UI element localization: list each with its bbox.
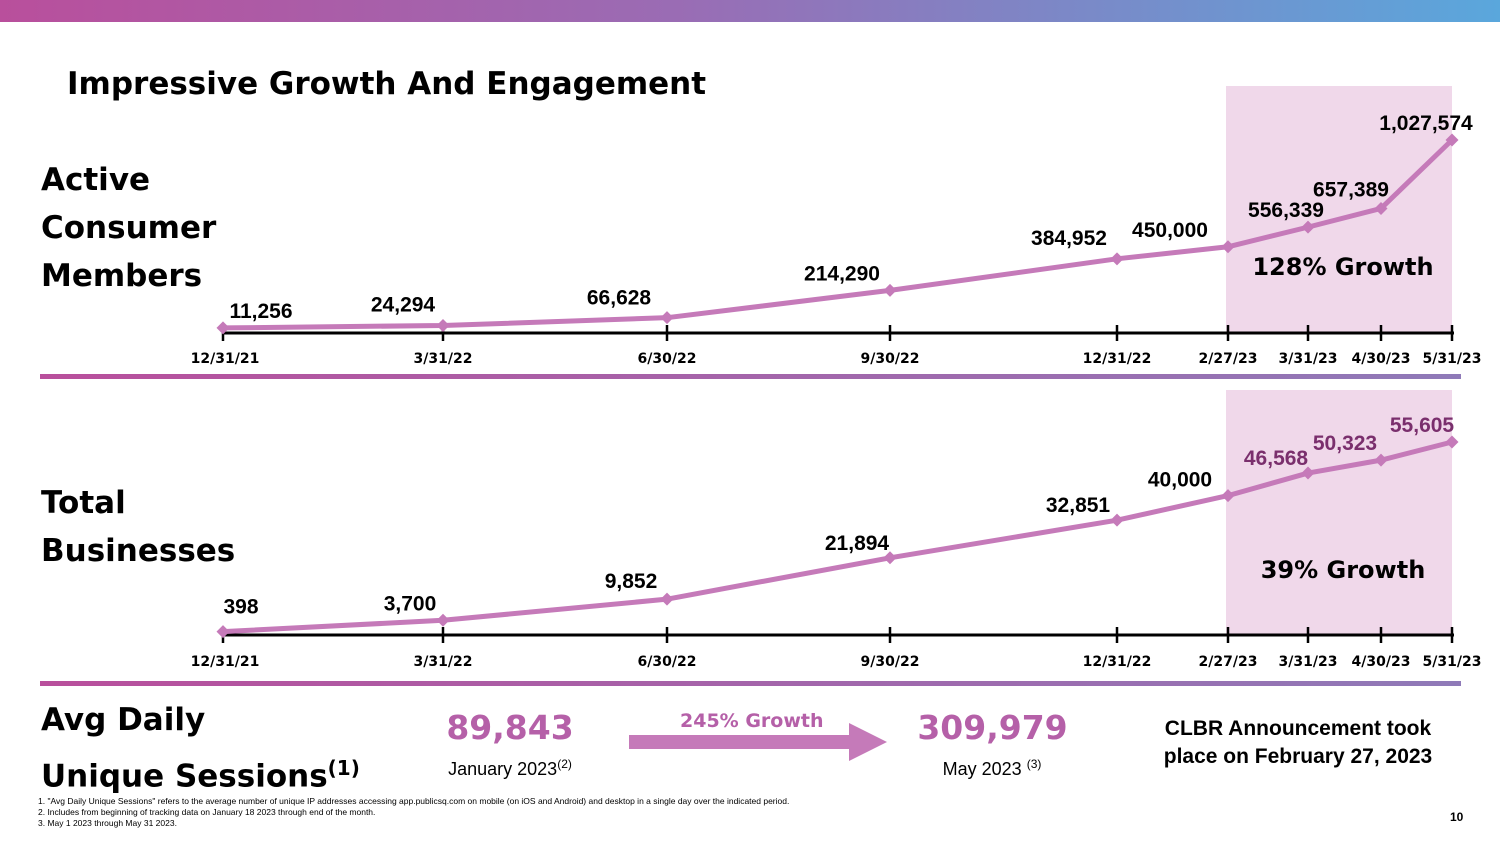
- x-tick-label: 9/30/22: [861, 351, 920, 367]
- x-tick-label: 12/31/22: [1083, 351, 1152, 367]
- data-point: [1110, 513, 1124, 527]
- footnote: 1. "Avg Daily Unique Sessions" refers to…: [38, 796, 790, 806]
- data-point: [660, 311, 674, 325]
- x-tick-label: 3/31/22: [414, 351, 473, 367]
- data-label: 450,000: [1132, 219, 1208, 242]
- data-point: [883, 283, 897, 297]
- members-label-line: Consumer: [41, 210, 217, 246]
- data-point: [1221, 489, 1235, 503]
- data-label: 21,894: [825, 532, 890, 555]
- sessions-label-footnote: (1): [327, 756, 360, 780]
- data-point: [1445, 435, 1459, 449]
- sessions-to-footnote: (3): [1026, 757, 1042, 771]
- data-label: 24,294: [371, 294, 436, 317]
- data-label: 657,389: [1313, 178, 1389, 201]
- data-label: 50,323: [1313, 432, 1377, 455]
- data-label: 556,339: [1248, 199, 1324, 222]
- data-label: 11,256: [229, 300, 292, 323]
- announcement-text: CLBR Announcement took place on February…: [1163, 717, 1433, 768]
- businesses-chart: 39% Growth 12/31/21 3/31/22 6/30/22 9/30/22 1…: [191, 390, 1482, 670]
- footnotes: 1. "Avg Daily Unique Sessions" refers to…: [38, 796, 789, 829]
- sessions-to-value: 309,979: [917, 708, 1068, 747]
- sessions-from-date-text: January 2023: [448, 759, 558, 779]
- businesses-section-label: Total Businesses: [41, 479, 235, 575]
- sessions-label-text: Unique Sessions: [41, 758, 328, 795]
- data-label: 32,851: [1046, 494, 1111, 517]
- data-label: 3,700: [384, 592, 437, 615]
- sessions-label-line1: Avg Daily: [41, 702, 206, 738]
- x-tick-label: 5/31/23: [1423, 351, 1482, 367]
- members-chart: 128% Growth 12/31/21 3/31/22 6/30/22 9/30/22…: [191, 86, 1482, 367]
- members-label-line: Active: [41, 162, 151, 198]
- section-divider: [40, 374, 1461, 379]
- members-label-line: Members: [41, 258, 203, 294]
- data-point: [436, 613, 450, 627]
- footnote: 3. May 1 2023 through May 31 2023.: [38, 818, 177, 828]
- x-tick-label: 6/30/22: [638, 654, 697, 670]
- data-point: [1110, 252, 1124, 266]
- x-tick-label: 3/31/23: [1279, 351, 1338, 367]
- data-label: 46,568: [1244, 447, 1309, 470]
- data-point: [1374, 453, 1388, 467]
- data-label: 40,000: [1148, 469, 1212, 492]
- x-tick-label: 4/30/23: [1352, 351, 1411, 367]
- data-point: [1445, 133, 1459, 147]
- x-tick-label: 3/31/22: [414, 654, 473, 670]
- x-tick-label: 2/27/23: [1199, 654, 1258, 670]
- top-gradient-bar: [0, 0, 1500, 22]
- businesses-label-line: Total: [41, 485, 126, 521]
- section-divider: [40, 681, 1461, 686]
- x-tick-label: 12/31/22: [1083, 654, 1152, 670]
- x-tick-label: 2/27/23: [1199, 351, 1258, 367]
- businesses-label-line: Businesses: [41, 533, 236, 569]
- data-label: 214,290: [804, 262, 880, 285]
- members-section-label: Active Consumer Members: [41, 156, 216, 300]
- page-number: 10: [1450, 810, 1464, 824]
- growth-label: 128% Growth: [1252, 253, 1433, 281]
- sessions-growth-label: 245% Growth: [680, 710, 824, 732]
- data-label: 384,952: [1031, 227, 1107, 250]
- sessions-label-line2: Unique Sessions(1): [41, 744, 360, 800]
- sessions-from-date: January 2023(2): [420, 757, 600, 780]
- highlight-region: [1226, 86, 1452, 333]
- data-point: [216, 321, 230, 335]
- sessions-to-date-text: May 2023: [942, 759, 1022, 779]
- data-point: [1221, 240, 1235, 254]
- sessions-from-footnote: (2): [557, 757, 572, 771]
- x-tick-label: 3/31/23: [1279, 654, 1338, 670]
- data-point: [436, 319, 450, 333]
- x-tick-label: 5/31/23: [1423, 654, 1482, 670]
- footnote: 2. Includes from beginning of tracking d…: [38, 807, 376, 817]
- x-tick-label: 12/31/21: [191, 654, 260, 670]
- data-point: [1374, 201, 1388, 215]
- highlight-region: [1226, 390, 1452, 635]
- data-label: 9,852: [605, 570, 658, 593]
- x-tick-label: 6/30/22: [638, 351, 697, 367]
- data-label: 55,605: [1390, 414, 1455, 437]
- page-title: Impressive Growth And Engagement: [67, 66, 707, 102]
- x-tick-label: 9/30/22: [861, 654, 920, 670]
- sessions-to-date: May 2023 (3): [902, 757, 1082, 780]
- data-label: 1,027,574: [1379, 112, 1473, 135]
- sessions-from-value: 89,843: [446, 708, 574, 747]
- data-point: [1301, 466, 1315, 480]
- x-tick-label: 4/30/23: [1352, 654, 1411, 670]
- data-point: [883, 551, 897, 565]
- data-point: [1301, 220, 1315, 234]
- sessions-section-label: Avg Daily Unique Sessions(1): [41, 696, 360, 800]
- data-label: 66,628: [587, 287, 652, 310]
- data-label: 398: [223, 596, 258, 619]
- data-point: [660, 592, 674, 606]
- data-point: [216, 625, 230, 639]
- x-tick-label: 12/31/21: [191, 351, 260, 367]
- growth-label: 39% Growth: [1261, 556, 1426, 584]
- right-arrow-icon: [629, 723, 887, 761]
